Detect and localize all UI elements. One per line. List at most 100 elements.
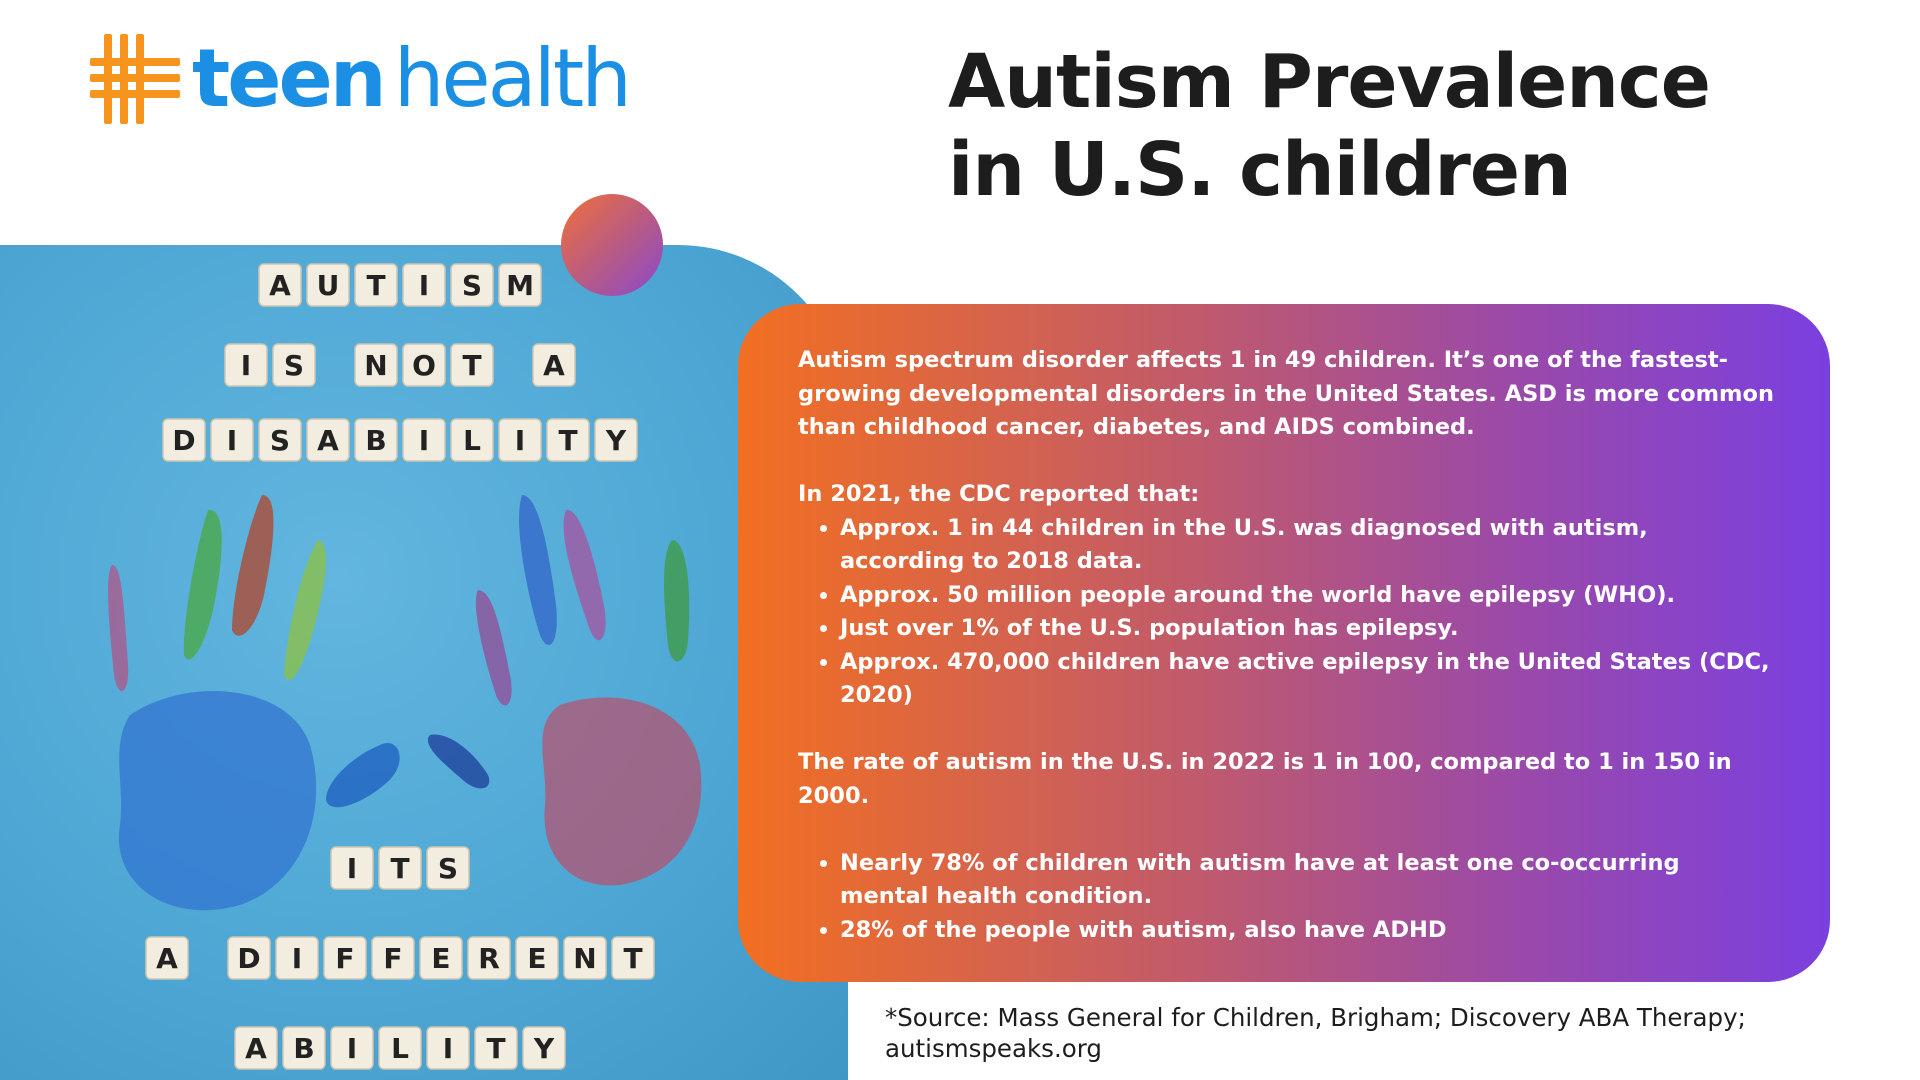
scrabble-letter: S	[462, 269, 482, 302]
scrabble-letter: S	[284, 349, 304, 382]
scrabble-tile	[402, 343, 446, 387]
scrabble-letter: T	[623, 942, 642, 975]
title-line-2: in U.S. children	[948, 127, 1572, 213]
scrabble-tile	[467, 936, 511, 980]
scrabble-tile	[378, 1026, 422, 1070]
scrabble-tile	[402, 263, 446, 307]
scrabble-letter: I	[241, 349, 251, 382]
scrabble-tile	[546, 418, 590, 462]
intro-paragraph: Autism spectrum disorder affects 1 in 49…	[798, 347, 1774, 440]
scrabble-letter: S	[438, 852, 458, 885]
list-item: Nearly 78% of children with autism have …	[840, 847, 1774, 914]
comorbidity-list: Nearly 78% of children with autism have …	[798, 847, 1774, 948]
scrabble-tile	[402, 418, 446, 462]
scrabble-letter: R	[478, 942, 500, 975]
scrabble-tile	[354, 418, 398, 462]
scrabble-tile	[258, 263, 302, 307]
scrabble-tile	[258, 418, 302, 462]
logo-word-teen: teen	[192, 32, 387, 125]
list-item: Approx. 1 in 44 children in the U.S. was…	[840, 512, 1774, 579]
scrabble-letter: N	[573, 942, 596, 975]
scrabble-tile	[330, 1026, 374, 1070]
handprint-palm-red	[542, 697, 702, 886]
title-line-1: Autism Prevalence	[948, 39, 1711, 125]
scrabble-tile	[450, 418, 494, 462]
thumb-blue	[326, 743, 400, 808]
scrabble-tile-rows: A U T I S MI S N O T AD I S A B I L I T YI T SA D I F F E R E N TA B I L I…	[145, 263, 655, 1070]
scrabble-letter: F	[383, 942, 402, 975]
scrabble-tile	[419, 936, 463, 980]
page-title: Autism Prevalence in U.S. children	[948, 38, 1848, 214]
scrabble-letter: U	[317, 269, 340, 302]
scrabble-tile	[450, 263, 494, 307]
scrabble-letter: O	[412, 349, 436, 382]
scrabble-tile	[498, 263, 542, 307]
scrabble-tile	[282, 1026, 326, 1070]
source-line-1: *Source: Mass General for Children, Brig…	[885, 1003, 1746, 1032]
finger-pink	[563, 509, 606, 641]
finger-blue	[519, 495, 557, 645]
finger-lime	[284, 540, 326, 681]
scrabble-letter: D	[237, 942, 260, 975]
finger-red	[232, 495, 274, 636]
scrabble-letter: L	[463, 424, 481, 457]
source-citation: *Source: Mass General for Children, Brig…	[885, 1002, 1845, 1064]
cdc-heading: In 2021, the CDC reported that:	[798, 481, 1200, 507]
scrabble-letter: T	[366, 269, 385, 302]
scrabble-tile	[450, 343, 494, 387]
scrabble-letter: Y	[605, 424, 627, 457]
scrabble-tile	[145, 936, 189, 980]
photo-illustration: A U T I S MI S N O T AD I S A B I L I T YI T SA D I F F E R E N TA B I L I…	[108, 263, 702, 1070]
scrabble-tile	[354, 263, 398, 307]
scrabble-letter: I	[419, 424, 429, 457]
scrabble-letter: A	[269, 269, 291, 302]
scrabble-tile	[594, 418, 638, 462]
scrabble-tile	[371, 936, 415, 980]
left-handprint	[108, 495, 400, 911]
scrabble-tile	[162, 418, 206, 462]
gradient-circle-decoration	[561, 194, 663, 296]
scrabble-tile	[210, 418, 254, 462]
scrabble-tile	[611, 936, 655, 980]
scrabble-letter: T	[558, 424, 577, 457]
scrabble-letter: A	[317, 424, 339, 457]
scrabble-tile	[275, 936, 319, 980]
scrabble-tile	[532, 343, 576, 387]
scrabble-letter: F	[335, 942, 354, 975]
scrabble-letter: I	[443, 1032, 453, 1065]
finger-green	[183, 509, 222, 660]
scrabble-letter: I	[292, 942, 302, 975]
scrabble-tile	[227, 936, 271, 980]
scrabble-letter: D	[172, 424, 195, 457]
scrabble-letter: A	[156, 942, 178, 975]
teen-health-logo: teen health	[90, 32, 632, 125]
logo-grid-icon	[90, 34, 180, 124]
scrabble-letter: B	[365, 424, 386, 457]
scrabble-tile	[474, 1026, 518, 1070]
scrabble-letter: E	[527, 942, 546, 975]
scrabble-letter: L	[391, 1032, 409, 1065]
scrabble-letter: A	[245, 1032, 267, 1065]
scrabble-tile	[272, 343, 316, 387]
scrabble-tile	[515, 936, 559, 980]
scrabble-tile	[498, 418, 542, 462]
rate-paragraph: The rate of autism in the U.S. in 2022 i…	[798, 749, 1732, 809]
scrabble-letter: T	[462, 349, 481, 382]
scrabble-letter: B	[293, 1032, 314, 1065]
list-item: Just over 1% of the U.S. population has …	[840, 612, 1774, 646]
scrabble-tile	[378, 846, 422, 890]
cdc-list: Approx. 1 in 44 children in the U.S. was…	[798, 512, 1774, 713]
scrabble-letter: N	[364, 349, 387, 382]
logo-wordmark: teen health	[192, 32, 632, 125]
scrabble-letter: A	[543, 349, 565, 382]
finger-magenta	[108, 565, 129, 692]
scrabble-tile	[306, 263, 350, 307]
scrabble-letter: I	[347, 852, 357, 885]
scrabble-letter: T	[390, 852, 409, 885]
scrabble-letter: I	[419, 269, 429, 302]
scrabble-tile	[426, 846, 470, 890]
source-line-2: autismspeaks.org	[885, 1034, 1102, 1063]
scrabble-tile	[234, 1026, 278, 1070]
scrabble-letter: I	[227, 424, 237, 457]
scrabble-letter: E	[431, 942, 450, 975]
